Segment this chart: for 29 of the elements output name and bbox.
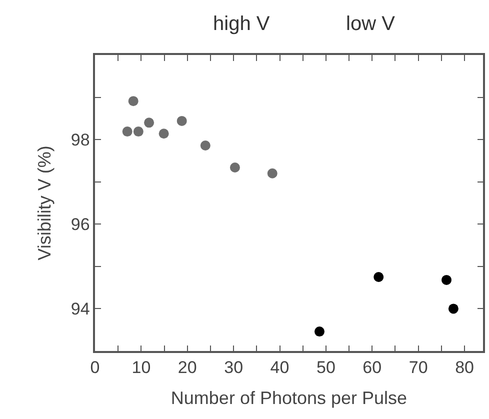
point: [442, 274, 452, 285]
x-tick-label: 30: [224, 358, 244, 378]
point: [122, 126, 132, 137]
point: [448, 304, 458, 314]
text: high V: [213, 13, 270, 35]
x-tick-label: 50: [316, 358, 336, 378]
x-axis-title: Number of Photons per Pulse: [170, 388, 408, 408]
text: low V: [346, 13, 396, 35]
x-tick-label: 70: [408, 358, 428, 378]
x-tick-label: 20: [178, 358, 197, 378]
point: [158, 128, 169, 139]
y-tick-label: 96: [70, 215, 90, 234]
point: [200, 140, 210, 150]
x-tick-label: 10: [132, 358, 151, 378]
point: [267, 168, 278, 178]
point: [374, 272, 384, 282]
point: [133, 126, 144, 137]
y-tick-label: 94: [70, 300, 90, 319]
point: [314, 326, 324, 337]
point: [144, 118, 154, 128]
x-tick-label: 80: [455, 358, 474, 378]
x-tick-label: 0: [90, 358, 100, 378]
y-tick-label: 98: [70, 130, 90, 150]
x-tick-label: 40: [270, 358, 290, 378]
point: [176, 116, 187, 126]
x-tick-label: 60: [362, 358, 382, 378]
y-axis-title: Visibility V (%): [34, 146, 55, 260]
point: [128, 96, 138, 106]
point: [230, 162, 240, 172]
